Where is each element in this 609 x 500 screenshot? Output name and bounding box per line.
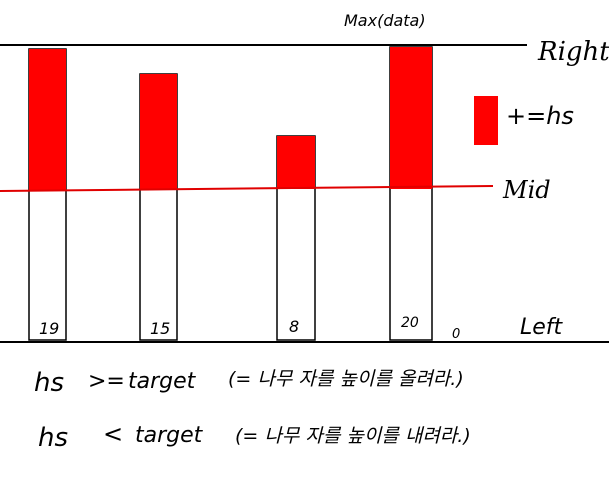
bar-1 <box>28 48 67 341</box>
right-label: Right <box>537 37 609 67</box>
bar-3-cut <box>277 136 315 189</box>
bar-4-value: 20 <box>401 315 419 331</box>
rule-2: hs < target (= 나무 자를 높이를 내려라.) <box>38 420 471 453</box>
bar-4-cut <box>390 47 432 189</box>
bar-1-cut <box>29 49 66 190</box>
left-label: Left <box>520 315 564 340</box>
mid-line <box>0 185 494 192</box>
mid-label: Mid <box>502 176 551 204</box>
bar-2-cut <box>140 74 177 190</box>
rule-1-hs: hs <box>34 368 64 398</box>
rule-1-op: >= <box>88 369 125 394</box>
max-label: Max(data) <box>344 11 426 30</box>
rule-2-target: target <box>135 423 204 448</box>
rule-1-target: target <box>128 369 197 394</box>
bar-2-value: 15 <box>150 319 170 338</box>
bar-4 <box>389 46 433 341</box>
bar-3-value: 8 <box>289 317 299 336</box>
legend-swatch <box>474 96 498 145</box>
bar-2 <box>139 73 178 341</box>
rule-1: hs >= target (= 나무 자를 높이를 올려라.) <box>34 368 464 398</box>
rule-2-op: < <box>103 420 123 448</box>
rule-1-note: (= 나무 자를 높이를 올려라.) <box>228 368 464 390</box>
legend-label: +=hs <box>506 102 574 130</box>
rule-2-note: (= 나무 자를 높이를 내려라.) <box>235 425 471 447</box>
bar-3 <box>276 135 316 341</box>
rule-2-hs: hs <box>38 423 68 453</box>
bar-1-value: 19 <box>39 319 59 338</box>
zero-label: 0 <box>452 327 460 342</box>
